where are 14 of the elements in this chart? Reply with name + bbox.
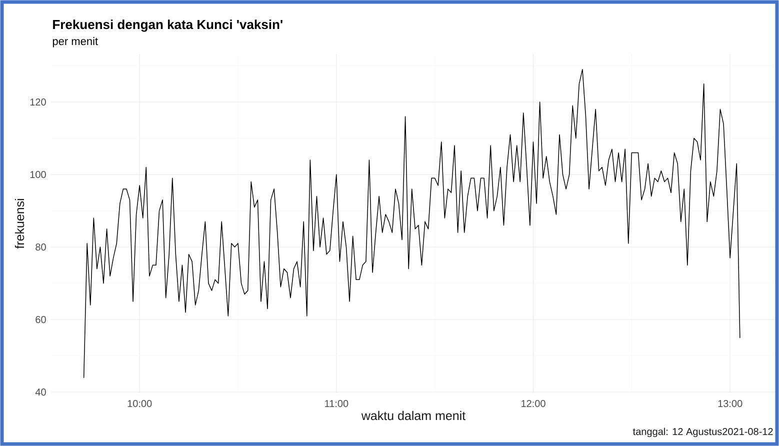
x-tick-label: 12:00	[522, 400, 546, 408]
x-axis-title: waktu dalam menit	[361, 410, 466, 420]
y-axis-title: frekuensi	[14, 198, 24, 249]
x-tick-label: 10:00	[128, 400, 152, 408]
chart-subtitle: per menit	[52, 37, 98, 48]
text: tanggal: 12 Agustus2021-08-12	[632, 428, 773, 438]
x-tick-label: 13:00	[718, 400, 742, 408]
y-tick-label: 100	[30, 171, 46, 178]
chart-title: Frekuensi dengan kata Kunci 'vaksin'	[53, 20, 282, 32]
y-tick-label: 60	[36, 316, 46, 324]
y-tick-label: 40	[35, 388, 46, 396]
y-tick-label: 80	[36, 244, 46, 251]
x-tick-label: 11:00	[325, 400, 348, 408]
y-tick-label: 120	[30, 98, 46, 106]
